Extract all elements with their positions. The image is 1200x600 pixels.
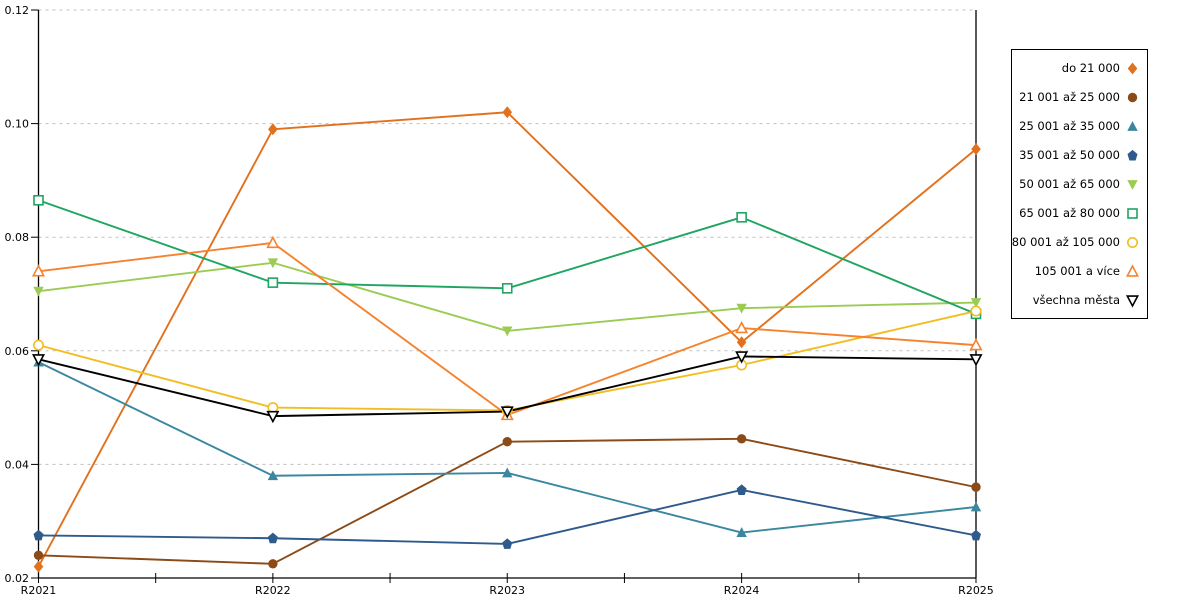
pentagon-filled-marker-icon: [736, 484, 747, 495]
pentagon-filled-marker-icon: [971, 529, 981, 541]
x-axis-tick-label: R2023: [489, 584, 525, 597]
legend-item: 65 001 až 80 000: [1012, 199, 1147, 228]
diamond-filled-marker-icon: [268, 123, 278, 136]
triangle-down-open-marker-icon: [31, 354, 46, 367]
diamond-filled-marker-icon: [736, 336, 747, 349]
square-open-marker-icon: [267, 277, 279, 288]
triangle-up-open-marker-icon: [1125, 263, 1140, 277]
pentagon-filled-marker-icon: [267, 532, 278, 544]
pentagon-filled-marker-icon: [33, 529, 44, 541]
circle-open-marker-icon: [970, 305, 982, 317]
triangle-up-filled-marker-icon: [267, 470, 279, 481]
legend-item: 35 001 až 50 000: [1012, 141, 1147, 170]
pentagon-filled-marker-icon: [1127, 149, 1138, 160]
legend-item: 80 001 až 105 000: [1012, 228, 1147, 257]
legend-item-label: do 21 000: [1061, 61, 1120, 75]
triangle-down-filled-marker-icon: [970, 298, 982, 308]
triangle-up-filled-marker-icon: [736, 527, 747, 537]
y-axis-tick-label: 0.08: [5, 231, 30, 244]
triangle-down-filled-marker-icon: [502, 326, 513, 337]
pentagon-filled-marker-icon: [502, 538, 513, 549]
circle-filled-marker-icon: [736, 434, 747, 444]
x-axis-tick-label: R2021: [21, 584, 57, 597]
series-line-7: [38, 310, 977, 412]
triangle-down-open-marker-icon: [1125, 294, 1140, 308]
circle-filled-marker-icon: [33, 550, 44, 560]
legend-item: 21 001 až 25 000: [1012, 83, 1147, 112]
triangle-down-open-marker-icon: [266, 410, 280, 424]
legend-item-label: 80 001 až 105 000: [1011, 235, 1120, 249]
legend-item: všechna města: [1012, 286, 1147, 315]
y-axis-tick-label: 0.12: [5, 4, 30, 17]
legend-item: 105 001 a více: [1012, 257, 1147, 286]
series-line-3: [38, 361, 977, 534]
series-line-6: [38, 199, 977, 315]
x-axis-tick-label: R2024: [724, 584, 760, 597]
legend-diamond-filled-icon: [1127, 62, 1138, 74]
series-markers: [31, 106, 983, 573]
circle-open-marker-icon: [267, 402, 279, 414]
series-line-5: [38, 261, 977, 332]
triangle-down-open-marker-icon: [735, 351, 749, 364]
x-axis-tick-label: R2022: [255, 584, 291, 597]
series-lines: [37, 111, 977, 568]
diamond-filled-marker-icon: [971, 143, 981, 156]
triangle-down-filled-marker-icon: [33, 286, 44, 297]
triangle-up-open-marker-icon: [735, 320, 749, 334]
diamond-filled-marker-icon: [1127, 62, 1138, 74]
legend-item-label: 50 001 až 65 000: [1019, 177, 1120, 191]
series-line-4: [38, 489, 977, 545]
triangle-up-filled-marker-icon: [502, 467, 513, 478]
triangle-down-open-marker-icon: [969, 354, 983, 367]
diamond-filled-marker-icon: [33, 560, 44, 573]
square-open-marker-icon: [1127, 207, 1138, 219]
legend-item: 50 001 až 65 000: [1012, 170, 1147, 199]
square-open-marker-icon: [501, 283, 513, 294]
legend-item: do 21 000: [1012, 54, 1147, 83]
y-axis-tick-label: 0.06: [5, 345, 30, 358]
triangle-up-filled-marker-icon: [1127, 120, 1138, 131]
circle-open-marker-icon: [1127, 236, 1138, 248]
triangle-down-open-marker-icon: [500, 406, 514, 419]
circle-filled-marker-icon: [1127, 92, 1138, 102]
series-line-1: [37, 111, 977, 568]
diamond-filled-marker-icon: [502, 106, 513, 119]
circle-filled-marker-icon: [268, 559, 278, 569]
legend: do 21 000 21 001 až 25 000 25 001 až 35 00…: [1011, 49, 1148, 319]
legend-item-label: 21 001 až 25 000: [1019, 90, 1120, 104]
square-open-marker-icon: [33, 194, 44, 206]
legend-circle-filled-icon: [1127, 92, 1138, 102]
circle-open-marker-icon: [32, 339, 44, 351]
triangle-down-filled-marker-icon: [267, 258, 279, 269]
legend-item-label: 35 001 až 50 000: [1019, 148, 1120, 162]
triangle-up-open-marker-icon: [266, 235, 280, 249]
legend-item-label: 105 001 a více: [1034, 264, 1120, 278]
legend-triangle-down-filled-icon: [1127, 179, 1138, 190]
triangle-up-open-marker-icon: [969, 338, 983, 351]
circle-filled-marker-icon: [971, 482, 981, 492]
legend-pentagon-filled-icon: [1127, 149, 1138, 160]
legend-triangle-down-open-icon: [1125, 294, 1140, 308]
y-axis-tick-label: 0.02: [5, 572, 30, 585]
legend-item: 25 001 až 35 000: [1012, 112, 1147, 141]
legend-item-label: všechna města: [1032, 293, 1120, 307]
legend-square-open-icon: [1127, 207, 1138, 219]
triangle-up-open-marker-icon: [31, 264, 46, 277]
triangle-down-filled-marker-icon: [1127, 179, 1138, 190]
circle-filled-marker-icon: [502, 436, 512, 447]
triangle-up-filled-marker-icon: [970, 501, 982, 512]
legend-item-label: 65 001 až 80 000: [1019, 206, 1120, 220]
square-open-marker-icon: [736, 212, 747, 223]
triangle-down-filled-marker-icon: [736, 303, 747, 314]
legend-item-label: 25 001 až 35 000: [1019, 119, 1120, 133]
legend-circle-open-icon: [1127, 236, 1138, 248]
y-axis-tick-label: 0.04: [5, 458, 30, 471]
x-axis-tick-label: R2025: [958, 584, 994, 597]
legend-triangle-up-open-icon: [1125, 263, 1140, 277]
y-axis-tick-label: 0.10: [5, 118, 30, 131]
legend-triangle-up-filled-icon: [1127, 120, 1138, 131]
